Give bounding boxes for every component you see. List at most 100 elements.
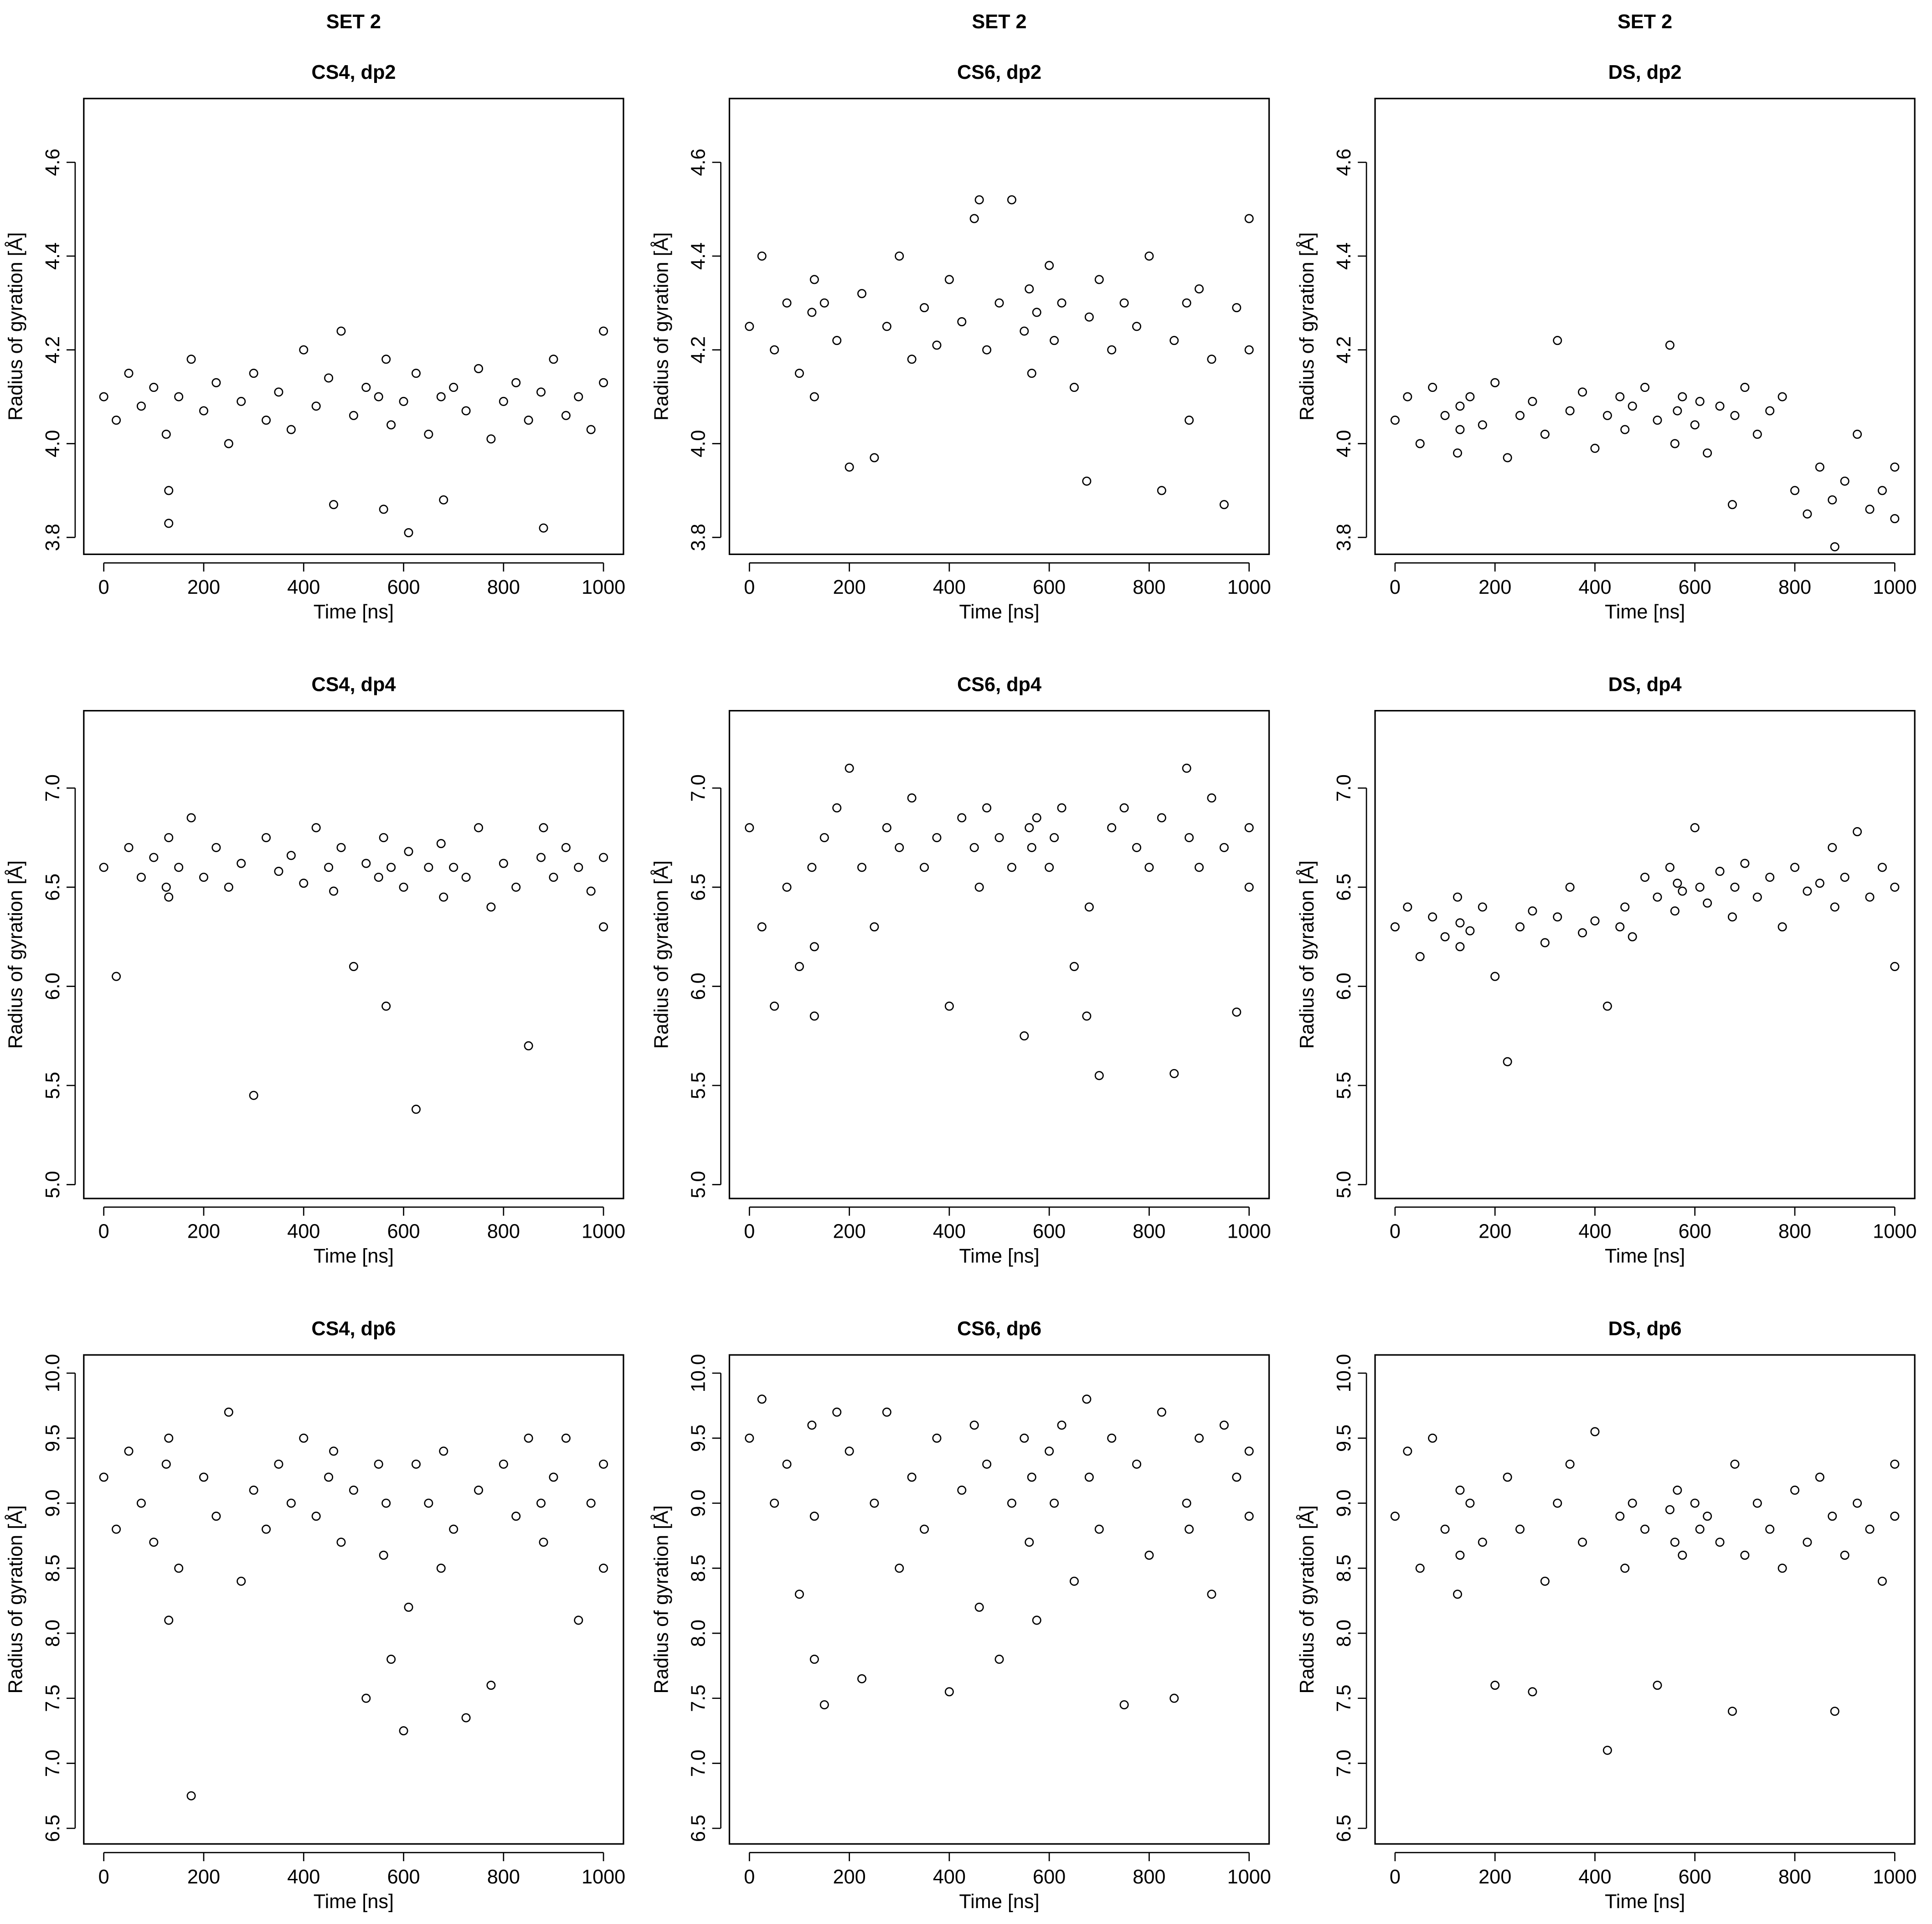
x-tick-label: 800 bbox=[1778, 576, 1811, 598]
point bbox=[1730, 1459, 1740, 1469]
point bbox=[1803, 509, 1812, 519]
x-tick-label: 200 bbox=[187, 1220, 220, 1242]
point bbox=[794, 1590, 804, 1599]
x-tick-label: 1000 bbox=[582, 1220, 625, 1242]
point bbox=[809, 392, 819, 401]
point bbox=[561, 843, 571, 852]
point bbox=[511, 1512, 521, 1521]
panel-title: DS, dp6 bbox=[1608, 1318, 1682, 1340]
point bbox=[536, 853, 546, 862]
y-tick-label: 7.5 bbox=[687, 1685, 709, 1712]
y-tick-label: 9.0 bbox=[687, 1490, 709, 1517]
point bbox=[1890, 962, 1900, 971]
panel-title: CS4, dp6 bbox=[311, 1318, 396, 1340]
x-tick-label: 200 bbox=[833, 1866, 866, 1888]
point bbox=[1815, 1472, 1824, 1482]
point bbox=[311, 1512, 321, 1521]
point bbox=[1540, 429, 1550, 439]
y-tick-label: 8.5 bbox=[1333, 1554, 1355, 1582]
point bbox=[1440, 1524, 1450, 1534]
point bbox=[1803, 886, 1812, 896]
point bbox=[374, 392, 383, 401]
x-axis-label: Time [ns] bbox=[959, 601, 1039, 623]
plot-frame bbox=[83, 710, 624, 1199]
point bbox=[1865, 892, 1875, 902]
point bbox=[424, 1498, 433, 1508]
point bbox=[745, 322, 754, 331]
point bbox=[1415, 1564, 1425, 1573]
panel-title: DS, dp2 bbox=[1608, 62, 1682, 83]
x-tick-label: 600 bbox=[387, 1220, 420, 1242]
point bbox=[1840, 476, 1850, 486]
point bbox=[1865, 1524, 1875, 1534]
point bbox=[186, 355, 196, 364]
point bbox=[1025, 1538, 1034, 1547]
x-tick-label: 800 bbox=[1778, 1220, 1811, 1242]
point bbox=[1020, 1031, 1029, 1041]
point bbox=[336, 326, 346, 336]
point bbox=[1665, 863, 1674, 872]
x-tick-label: 0 bbox=[1390, 1866, 1401, 1888]
point bbox=[486, 902, 496, 912]
point bbox=[794, 962, 804, 971]
point bbox=[1678, 392, 1687, 401]
point bbox=[1703, 1512, 1712, 1521]
point bbox=[1515, 1524, 1525, 1534]
point bbox=[1082, 1011, 1092, 1021]
point bbox=[832, 1407, 842, 1417]
y-axis-label: Radius of gyration [Å] bbox=[1296, 860, 1318, 1049]
point bbox=[1428, 1433, 1437, 1443]
point bbox=[1032, 1615, 1041, 1625]
point bbox=[1453, 448, 1462, 458]
point bbox=[336, 843, 346, 852]
y-tick-label: 4.2 bbox=[42, 336, 64, 364]
point bbox=[1670, 1538, 1680, 1547]
point bbox=[237, 859, 246, 868]
point bbox=[1540, 938, 1550, 947]
point bbox=[299, 1433, 309, 1443]
x-tick-label: 400 bbox=[1578, 576, 1611, 598]
y-tick-label: 7.0 bbox=[687, 1749, 709, 1777]
point bbox=[1403, 392, 1412, 401]
point bbox=[499, 1459, 508, 1469]
point bbox=[524, 1433, 533, 1443]
point bbox=[399, 1726, 408, 1736]
point bbox=[1057, 803, 1066, 813]
y-tick-label: 5.5 bbox=[42, 1072, 64, 1099]
point bbox=[561, 1433, 571, 1443]
point bbox=[944, 275, 954, 284]
point bbox=[274, 387, 283, 397]
point bbox=[1890, 462, 1900, 472]
x-tick-label: 0 bbox=[98, 1220, 109, 1242]
point bbox=[1032, 308, 1041, 317]
point bbox=[1740, 859, 1750, 868]
point bbox=[1094, 1524, 1104, 1534]
point bbox=[745, 1433, 754, 1443]
point bbox=[1428, 912, 1437, 922]
point bbox=[870, 1498, 879, 1508]
point bbox=[1703, 448, 1712, 458]
x-tick-label: 1000 bbox=[582, 576, 625, 598]
x-tick-label: 800 bbox=[1133, 1220, 1165, 1242]
x-axis-label: Time [ns] bbox=[1605, 601, 1685, 623]
point bbox=[1890, 882, 1900, 892]
point bbox=[1615, 392, 1625, 401]
point bbox=[211, 378, 221, 387]
y-tick-label: 6.5 bbox=[42, 874, 64, 901]
point bbox=[404, 1602, 413, 1612]
point bbox=[1119, 1700, 1129, 1709]
plot-frame bbox=[1374, 710, 1916, 1199]
point bbox=[586, 425, 596, 434]
point bbox=[1440, 932, 1450, 941]
x-tick-label: 200 bbox=[1479, 576, 1511, 598]
point bbox=[411, 369, 421, 378]
x-tick-label: 600 bbox=[1679, 1220, 1711, 1242]
y-tick-label: 5.0 bbox=[42, 1171, 64, 1198]
point bbox=[1640, 1524, 1650, 1534]
point bbox=[161, 882, 171, 892]
point bbox=[311, 823, 321, 833]
point bbox=[1232, 1472, 1242, 1482]
point bbox=[124, 369, 134, 378]
point bbox=[586, 1498, 596, 1508]
point bbox=[1865, 504, 1875, 514]
